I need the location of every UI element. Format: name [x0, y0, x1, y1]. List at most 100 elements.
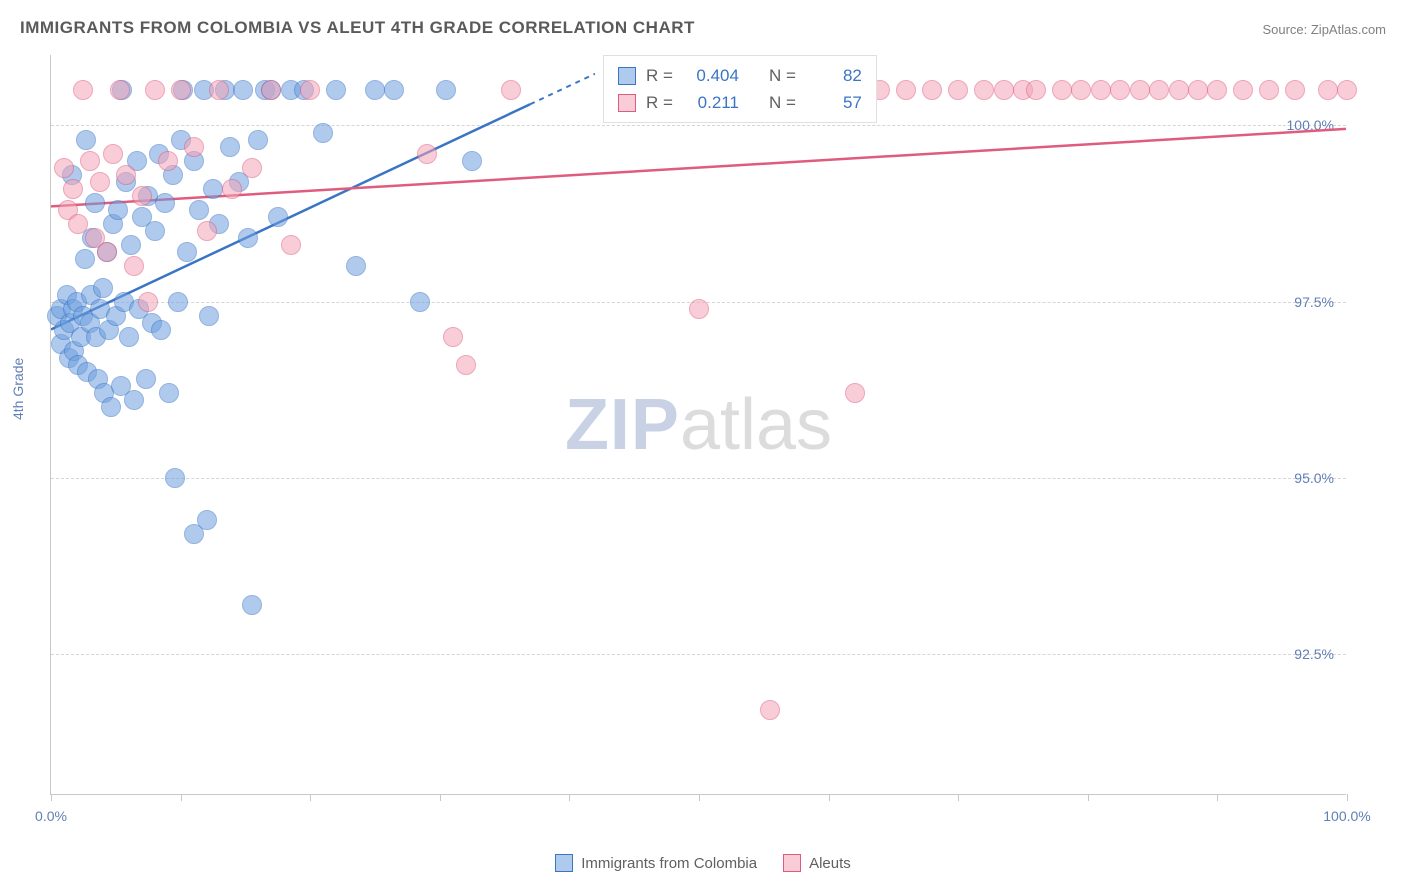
scatter-point	[90, 172, 110, 192]
x-tick	[1347, 794, 1348, 801]
scatter-point	[145, 221, 165, 241]
stats-n-prefix: N =	[769, 62, 796, 89]
scatter-point	[155, 193, 175, 213]
y-tick-label: 95.0%	[1294, 470, 1334, 486]
scatter-point	[159, 383, 179, 403]
scatter-point	[1091, 80, 1111, 100]
y-tick-label: 97.5%	[1294, 294, 1334, 310]
scatter-point	[410, 292, 430, 312]
scatter-point	[103, 144, 123, 164]
stats-legend-box: R = 0.404 N = 82 R = 0.211 N = 57	[603, 55, 877, 123]
scatter-point	[73, 80, 93, 100]
scatter-point	[462, 151, 482, 171]
watermark-atlas: atlas	[680, 385, 832, 465]
legend-label-0: Immigrants from Colombia	[581, 855, 757, 872]
scatter-point	[760, 700, 780, 720]
scatter-point	[689, 299, 709, 319]
scatter-point	[1337, 80, 1357, 100]
scatter-point	[197, 221, 217, 241]
x-tick	[1088, 794, 1089, 801]
y-axis-label: 4th Grade	[10, 358, 26, 420]
scatter-point	[994, 80, 1014, 100]
scatter-point	[108, 200, 128, 220]
bottom-legend: Immigrants from Colombia Aleuts	[0, 854, 1406, 872]
scatter-point	[209, 80, 229, 100]
trend-line-dashed	[530, 74, 595, 104]
stats-n-val-1: 57	[806, 89, 862, 116]
gridline-h	[51, 654, 1346, 655]
gridline-h	[51, 478, 1346, 479]
scatter-point	[1233, 80, 1253, 100]
scatter-point	[101, 397, 121, 417]
scatter-point	[1285, 80, 1305, 100]
scatter-point	[1169, 80, 1189, 100]
scatter-point	[238, 228, 258, 248]
scatter-point	[220, 137, 240, 157]
y-tick-label: 100.0%	[1287, 117, 1334, 133]
scatter-point	[233, 80, 253, 100]
plot-area: ZIPatlas 0.0%100.0% 92.5%95.0%97.5%100.0…	[50, 55, 1346, 795]
scatter-point	[54, 158, 74, 178]
source-label: Source: ZipAtlas.com	[1262, 22, 1386, 37]
scatter-point	[171, 80, 191, 100]
chart-title: IMMIGRANTS FROM COLOMBIA VS ALEUT 4TH GR…	[20, 18, 695, 38]
x-tick	[310, 794, 311, 801]
scatter-point	[1188, 80, 1208, 100]
scatter-point	[145, 80, 165, 100]
scatter-point	[199, 306, 219, 326]
scatter-point	[203, 179, 223, 199]
scatter-point	[138, 292, 158, 312]
scatter-point	[1259, 80, 1279, 100]
x-tick	[958, 794, 959, 801]
scatter-point	[68, 214, 88, 234]
scatter-point	[384, 80, 404, 100]
x-tick-label: 0.0%	[35, 808, 67, 824]
x-tick	[699, 794, 700, 801]
scatter-point	[132, 186, 152, 206]
stats-n-prefix-1: N =	[769, 89, 796, 116]
scatter-point	[242, 595, 262, 615]
stats-n-val-0: 82	[806, 62, 862, 89]
scatter-point	[248, 130, 268, 150]
scatter-point	[165, 468, 185, 488]
scatter-point	[76, 130, 96, 150]
scatter-point	[948, 80, 968, 100]
stats-r-prefix-1: R =	[646, 89, 673, 116]
x-tick	[440, 794, 441, 801]
scatter-point	[1130, 80, 1150, 100]
stats-row-1: R = 0.211 N = 57	[618, 89, 862, 116]
x-tick	[829, 794, 830, 801]
scatter-point	[75, 249, 95, 269]
stats-row-0: R = 0.404 N = 82	[618, 62, 862, 89]
scatter-point	[242, 158, 262, 178]
scatter-point	[1207, 80, 1227, 100]
legend-swatch-pink	[783, 854, 801, 872]
scatter-point	[443, 327, 463, 347]
scatter-point	[151, 320, 171, 340]
scatter-point	[1071, 80, 1091, 100]
scatter-point	[177, 242, 197, 262]
scatter-point	[189, 200, 209, 220]
x-tick-label: 100.0%	[1323, 808, 1370, 824]
scatter-point	[136, 369, 156, 389]
scatter-point	[922, 80, 942, 100]
scatter-point	[93, 278, 113, 298]
scatter-point	[119, 327, 139, 347]
scatter-point	[124, 390, 144, 410]
x-tick	[181, 794, 182, 801]
stats-swatch-pink	[618, 94, 636, 112]
legend-label-1: Aleuts	[809, 855, 851, 872]
scatter-point	[110, 80, 130, 100]
scatter-point	[1052, 80, 1072, 100]
stats-r-val-1: 0.211	[683, 89, 739, 116]
x-tick	[1217, 794, 1218, 801]
scatter-point	[281, 235, 301, 255]
scatter-point	[365, 80, 385, 100]
stats-r-val-0: 0.404	[683, 62, 739, 89]
scatter-point	[116, 165, 136, 185]
scatter-point	[845, 383, 865, 403]
scatter-point	[184, 137, 204, 157]
scatter-point	[456, 355, 476, 375]
x-tick	[569, 794, 570, 801]
x-tick	[51, 794, 52, 801]
